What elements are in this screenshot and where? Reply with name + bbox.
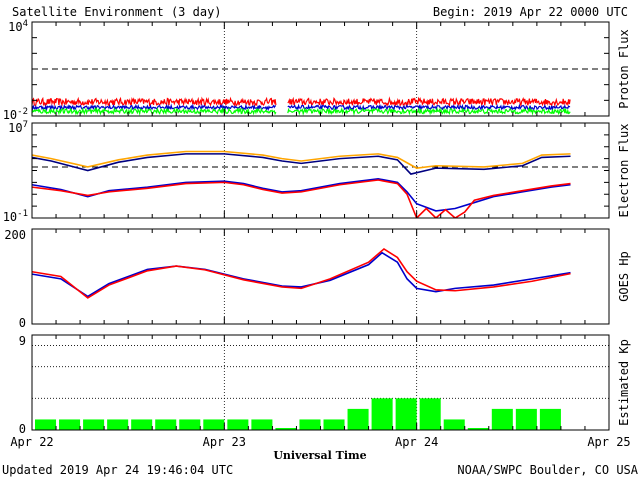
- y-tick-label: 200: [4, 228, 26, 242]
- panels: 104 10-2 Proton Flux 107 10-1 Electron Flux 0 2…: [3, 19, 631, 436]
- y-tick-label: 104: [8, 19, 28, 34]
- y-tick-label: 10-1: [3, 209, 28, 224]
- kp-bar: [227, 419, 249, 430]
- series-blue: [32, 103, 276, 112]
- y-axis-label: Estimated Kp: [617, 339, 631, 426]
- series-red: [32, 96, 277, 108]
- updated-time: Updated 2019 Apr 24 19:46:04 UTC: [2, 463, 233, 477]
- x-tick-label: Apr 23: [203, 435, 246, 449]
- x-axis: Apr 22 Apr 23 Apr 24 Apr 25: [10, 435, 630, 449]
- y-tick-label: 107: [8, 120, 28, 135]
- kp-bar: [395, 398, 417, 430]
- kp-bar: [467, 428, 489, 430]
- series-red: [32, 179, 571, 218]
- y-axis-label: Electron Flux: [617, 124, 631, 218]
- kp-bar: [371, 398, 393, 430]
- y-tick-label: 10-2: [3, 107, 28, 122]
- kp-bar: [83, 419, 105, 430]
- series-red: [287, 96, 571, 108]
- x-axis-title: Universal Time: [273, 449, 366, 462]
- panel-content: [32, 150, 609, 218]
- kp-bar: [275, 428, 297, 430]
- begin-time: Begin: 2019 Apr 22 0000 UTC: [433, 5, 628, 19]
- kp-bar: [251, 419, 273, 430]
- series-orange: [32, 150, 571, 169]
- x-tick-label: Apr 25: [587, 435, 630, 449]
- kp-bar: [59, 419, 81, 430]
- credit-text: NOAA/SWPC Boulder, CO USA: [457, 463, 638, 477]
- panel-content: [32, 345, 609, 430]
- panel-estimated-kp: 0 9 Estimated Kp: [19, 334, 631, 436]
- panel-proton-flux: 104 10-2 Proton Flux: [3, 19, 631, 122]
- kp-bar: [515, 408, 537, 430]
- kp-bar: [419, 398, 441, 430]
- kp-bar: [131, 419, 153, 430]
- series-blue: [32, 178, 571, 212]
- y-axis-label: Proton Flux: [617, 29, 631, 108]
- panel-content: [32, 247, 571, 299]
- series-blue: [32, 251, 571, 298]
- kp-bar: [155, 419, 177, 430]
- kp-bar: [347, 408, 369, 430]
- y-tick-label: 9: [19, 334, 26, 348]
- kp-bar: [107, 419, 129, 430]
- kp-bar: [323, 419, 345, 430]
- kp-bar: [203, 419, 225, 430]
- panel-goes-hp: 0 200 GOES Hp: [4, 228, 631, 330]
- series-navy: [32, 153, 571, 175]
- kp-bar: [179, 419, 201, 430]
- panel-frame: [31, 122, 610, 219]
- x-tick-label: Apr 22: [10, 435, 53, 449]
- y-axis-label: GOES Hp: [617, 251, 631, 302]
- series-green: [287, 106, 571, 116]
- chart-title: Satellite Environment (3 day): [12, 5, 222, 19]
- panel-frame: [31, 228, 610, 325]
- y-tick-label: 0: [19, 422, 26, 436]
- series-green: [32, 106, 277, 116]
- kp-bar: [299, 419, 321, 430]
- kp-bar: [539, 408, 561, 430]
- x-tick-label: Apr 24: [395, 435, 438, 449]
- panel-electron-flux: 107 10-1 Electron Flux: [3, 120, 631, 224]
- kp-bar: [491, 408, 513, 430]
- series-red: [32, 247, 571, 299]
- panel-content: [32, 68, 609, 116]
- kp-bar: [443, 419, 465, 430]
- kp-bar: [35, 419, 57, 430]
- series-blue: [287, 103, 571, 112]
- y-tick-label: 0: [19, 316, 26, 330]
